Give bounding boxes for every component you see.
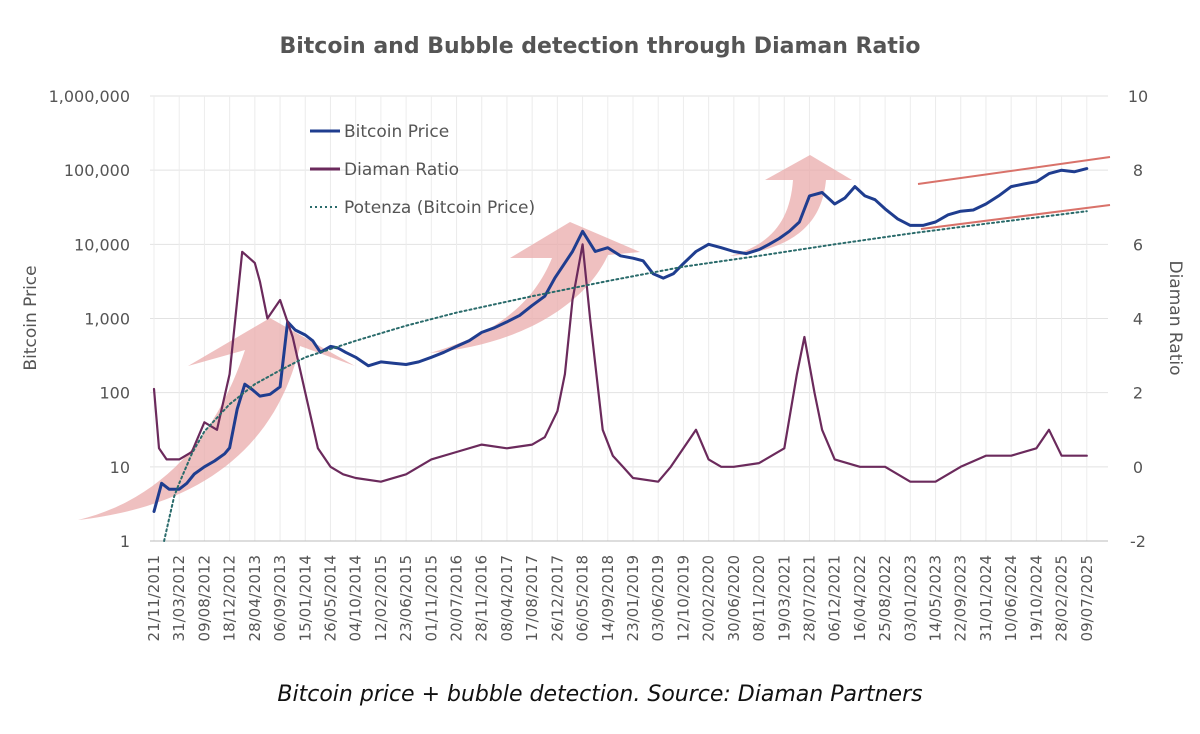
channel-lower-line [920, 204, 1111, 230]
x-tick-label: 28/11/2016 [473, 555, 491, 641]
x-tick-label: 26/12/2017 [548, 555, 566, 641]
legend-label: Bitcoin Price [344, 122, 449, 142]
x-tick-label: 06/12/2021 [826, 555, 844, 641]
x-tick-label: 08/04/2017 [498, 555, 516, 641]
y2-tick-label: 8 [1133, 161, 1143, 180]
x-tick-label: 28/02/2025 [1053, 555, 1071, 641]
y2-tick-label: 2 [1133, 384, 1143, 403]
x-tick-label: 17/08/2017 [523, 555, 541, 641]
y2-tick-label: 10 [1128, 87, 1148, 106]
series-line-potenza-bitcoin-price [163, 210, 1088, 542]
x-tick-label: 23/06/2015 [397, 555, 415, 641]
x-tick-label: 31/03/2012 [170, 555, 188, 641]
x-tick-label: 01/11/2015 [422, 555, 440, 641]
figure-caption: Bitcoin price + bubble detection. Source… [277, 682, 923, 707]
y-tick-label: 10 [110, 458, 130, 477]
bubble-arrow-3 [730, 155, 852, 256]
x-tick-label: 08/11/2020 [750, 555, 768, 641]
x-tick-label: 22/09/2023 [952, 555, 970, 641]
y2-tick-label: 6 [1133, 235, 1143, 254]
y-tick-label: 1 [120, 532, 130, 551]
legend: Bitcoin Price Diaman Ratio Potenza (Bitcoi… [310, 122, 535, 218]
x-tick-label: 09/07/2025 [1078, 555, 1096, 641]
x-tick-label: 14/05/2023 [927, 555, 945, 641]
series-line-diaman-ratio [152, 243, 1088, 483]
x-tick-label: 30/06/2020 [725, 555, 743, 641]
axis-layer: 1 10 100 1,000 10,000 100,000 1,000,000 -2 0 2 4 6 8… [21, 87, 1185, 641]
x-tick-label: 25/08/2022 [876, 555, 894, 641]
x-tick-label: 21/11/2011 [145, 555, 163, 641]
x-tick-label: 16/04/2022 [851, 555, 869, 641]
y-tick-label: 1,000,000 [49, 87, 130, 106]
x-tick-label: 20/07/2016 [448, 555, 466, 641]
y-tick-label: 100 [99, 384, 130, 403]
x-tick-label: 09/08/2012 [195, 555, 213, 641]
x-tick-label: 15/01/2014 [296, 555, 314, 641]
channel-upper-line [917, 156, 1111, 185]
x-tick-label: 31/01/2024 [977, 555, 995, 641]
series-layer [152, 167, 1089, 542]
y-axis-title: Bitcoin Price [21, 265, 41, 370]
x-tick-label: 03/06/2019 [649, 555, 667, 641]
x-tick-label: 03/01/2023 [901, 555, 919, 641]
x-tick-label: 19/03/2021 [775, 555, 793, 641]
x-tick-label: 26/05/2014 [321, 555, 339, 641]
y2-tick-label: 4 [1133, 310, 1143, 329]
legend-label: Diaman Ratio [344, 160, 459, 180]
chart-area: 1 10 100 1,000 10,000 100,000 1,000,000 -2 0 2 4 6 8… [21, 87, 1185, 641]
x-tick-label: 06/05/2018 [574, 555, 592, 641]
series-line-bitcoin-price [152, 167, 1089, 513]
y-tick-label: 10,000 [74, 235, 130, 254]
x-tick-label: 23/01/2019 [624, 555, 642, 641]
y2-tick-label: -2 [1130, 532, 1146, 551]
x-tick-label: 10/06/2024 [1002, 555, 1020, 641]
y2-tick-label: 0 [1133, 458, 1143, 477]
x-tick-label: 28/04/2013 [246, 555, 264, 641]
trend-channel-layer [917, 156, 1111, 230]
legend-label: Potenza (Bitcoin Price) [344, 198, 535, 218]
x-tick-label: 14/09/2018 [599, 555, 617, 641]
x-tick-label: 04/10/2014 [347, 555, 365, 641]
bubble-arrow-2 [430, 222, 640, 353]
x-tick-label: 18/12/2012 [221, 555, 239, 641]
x-tick-label: 12/02/2015 [372, 555, 390, 641]
chart-title: Bitcoin and Bubble detection through Dia… [279, 34, 921, 59]
y-tick-label: 100,000 [64, 161, 130, 180]
x-tick-label: 12/10/2019 [674, 555, 692, 641]
y2-axis-title: Diaman Ratio [1165, 260, 1185, 375]
y-tick-label: 1,000 [84, 310, 130, 329]
x-tick-label: 19/10/2024 [1027, 555, 1045, 641]
x-tick-label: 20/02/2020 [700, 555, 718, 641]
x-tick-label: 28/07/2021 [800, 555, 818, 641]
x-tick-label: 06/09/2013 [271, 555, 289, 641]
